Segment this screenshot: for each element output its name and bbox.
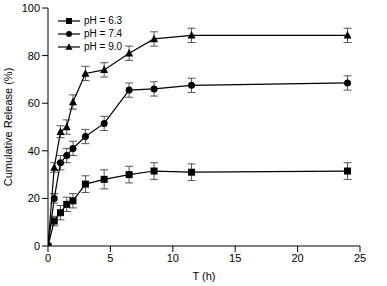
svg-text:Cumulative Release (%): Cumulative Release (%): [8, 68, 14, 187]
svg-text:10: 10: [167, 252, 179, 264]
svg-text:20: 20: [28, 192, 40, 204]
svg-text:20: 20: [291, 252, 303, 264]
html-text:pH = 7.4: pH = 7.4: [84, 28, 123, 39]
svg-text:100: 100: [22, 2, 40, 14]
svg-text:80: 80: [28, 50, 40, 62]
svg-text:T (h): T (h): [192, 270, 215, 282]
svg-text:0: 0: [45, 252, 51, 264]
html-text:pH = 9.0: pH = 9.0: [84, 41, 123, 52]
svg-text:0: 0: [34, 240, 40, 252]
svg-text:60: 60: [28, 97, 40, 109]
svg-text:40: 40: [28, 145, 40, 157]
svg-text:15: 15: [229, 252, 241, 264]
svg-text:25: 25: [354, 252, 366, 264]
svg-text:5: 5: [107, 252, 113, 264]
html-text:pH = 6.3: pH = 6.3: [84, 15, 123, 26]
